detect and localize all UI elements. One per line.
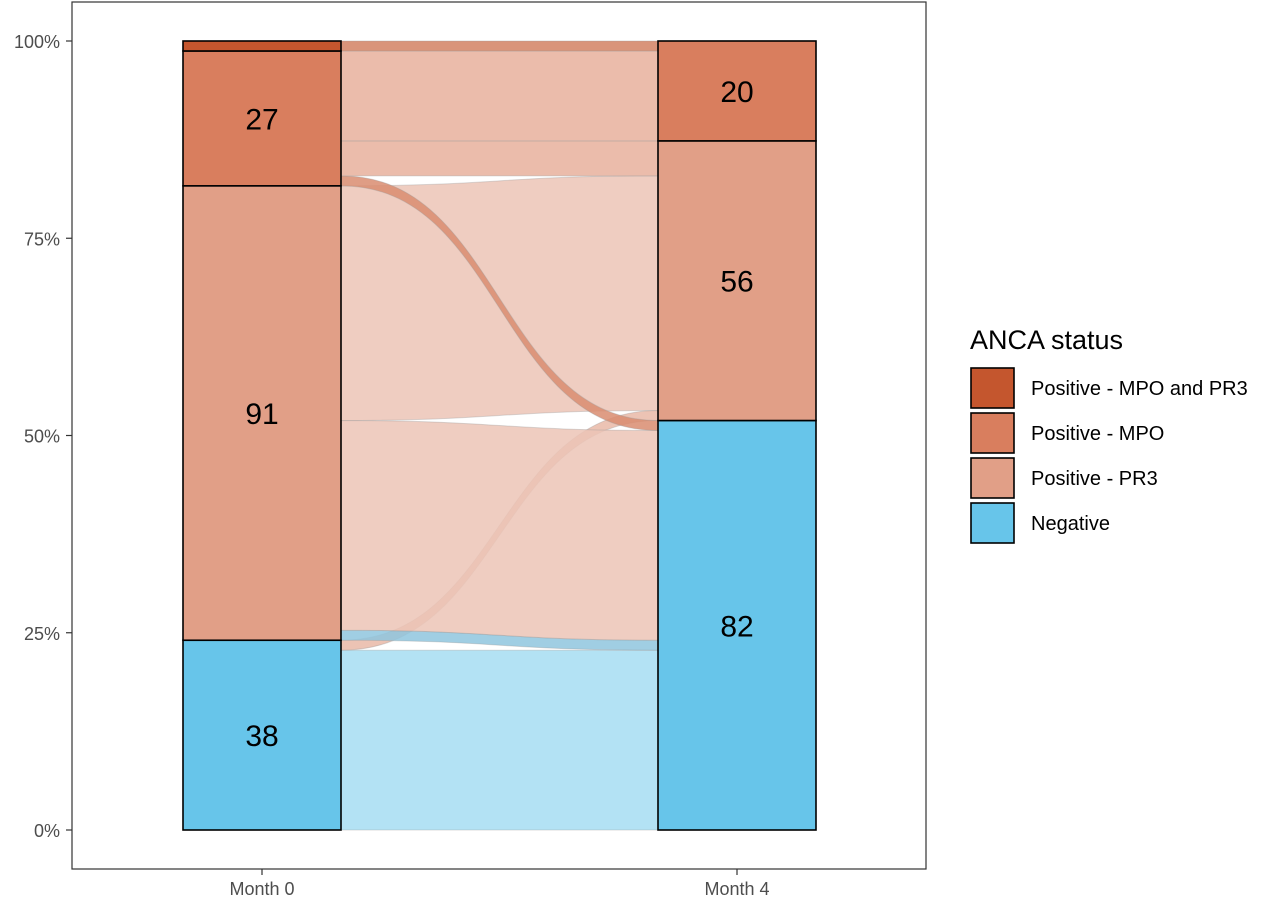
x-tick-label: Month 0 [229, 879, 294, 899]
bar-value-label: 56 [720, 266, 753, 299]
bar-value-label: 82 [720, 610, 753, 643]
flows-layer [340, 40, 659, 831]
bar-segment-month-0-mpo_pr3 [182, 40, 342, 52]
flow-mpo_pr3-to-mpo-8 [340, 40, 659, 52]
flow-neg-to-neg-0 [340, 649, 659, 831]
flow-pr3-to-neg-3 [340, 420, 659, 641]
bar-value-label: 27 [245, 103, 278, 136]
legend: ANCA status Positive - MPO and PR3 Positi… [970, 325, 1248, 544]
stacked-bars: 38 91 27 82 56 20 [182, 40, 817, 831]
y-tick-label: 50% [24, 427, 60, 447]
legend-swatch-mpo [970, 412, 1015, 454]
bar-segment-month-0-neg [182, 639, 342, 831]
y-tick-label: 0% [34, 821, 60, 841]
y-tick-label: 25% [24, 624, 60, 644]
bar-value-label: 20 [720, 76, 753, 109]
bar-value-label: 91 [245, 398, 278, 431]
flow-mpo-to-mpo-7 [340, 50, 659, 142]
y-tick-label: 100% [14, 32, 60, 52]
legend-label-pr3: Positive - PR3 [1031, 468, 1158, 490]
legend-label-mpo_pr3: Positive - MPO and PR3 [1031, 378, 1248, 400]
bar-segment-month-4-pr3 [657, 140, 817, 422]
legend-label-mpo: Positive - MPO [1031, 423, 1164, 445]
legend-swatch-pr3 [970, 457, 1015, 499]
bar-segment-month-4-mpo [657, 40, 817, 142]
bar-value-label: 38 [245, 720, 278, 753]
bar-segment-month-4-neg [657, 419, 817, 831]
legend-label-neg: Negative [1031, 513, 1110, 535]
legend-swatch-mpo_pr3 [970, 367, 1015, 409]
x-tick-label: Month 4 [704, 879, 769, 899]
legend-title: ANCA status [970, 325, 1123, 355]
axes: 0% 25% 50% 75% 100% Month 0 Month 4 [14, 32, 770, 899]
flow-mpo-to-pr3-6 [340, 140, 659, 177]
legend-swatch-neg [970, 502, 1015, 544]
bar-segment-month-0-mpo [182, 50, 342, 187]
y-tick-label: 75% [24, 229, 60, 249]
